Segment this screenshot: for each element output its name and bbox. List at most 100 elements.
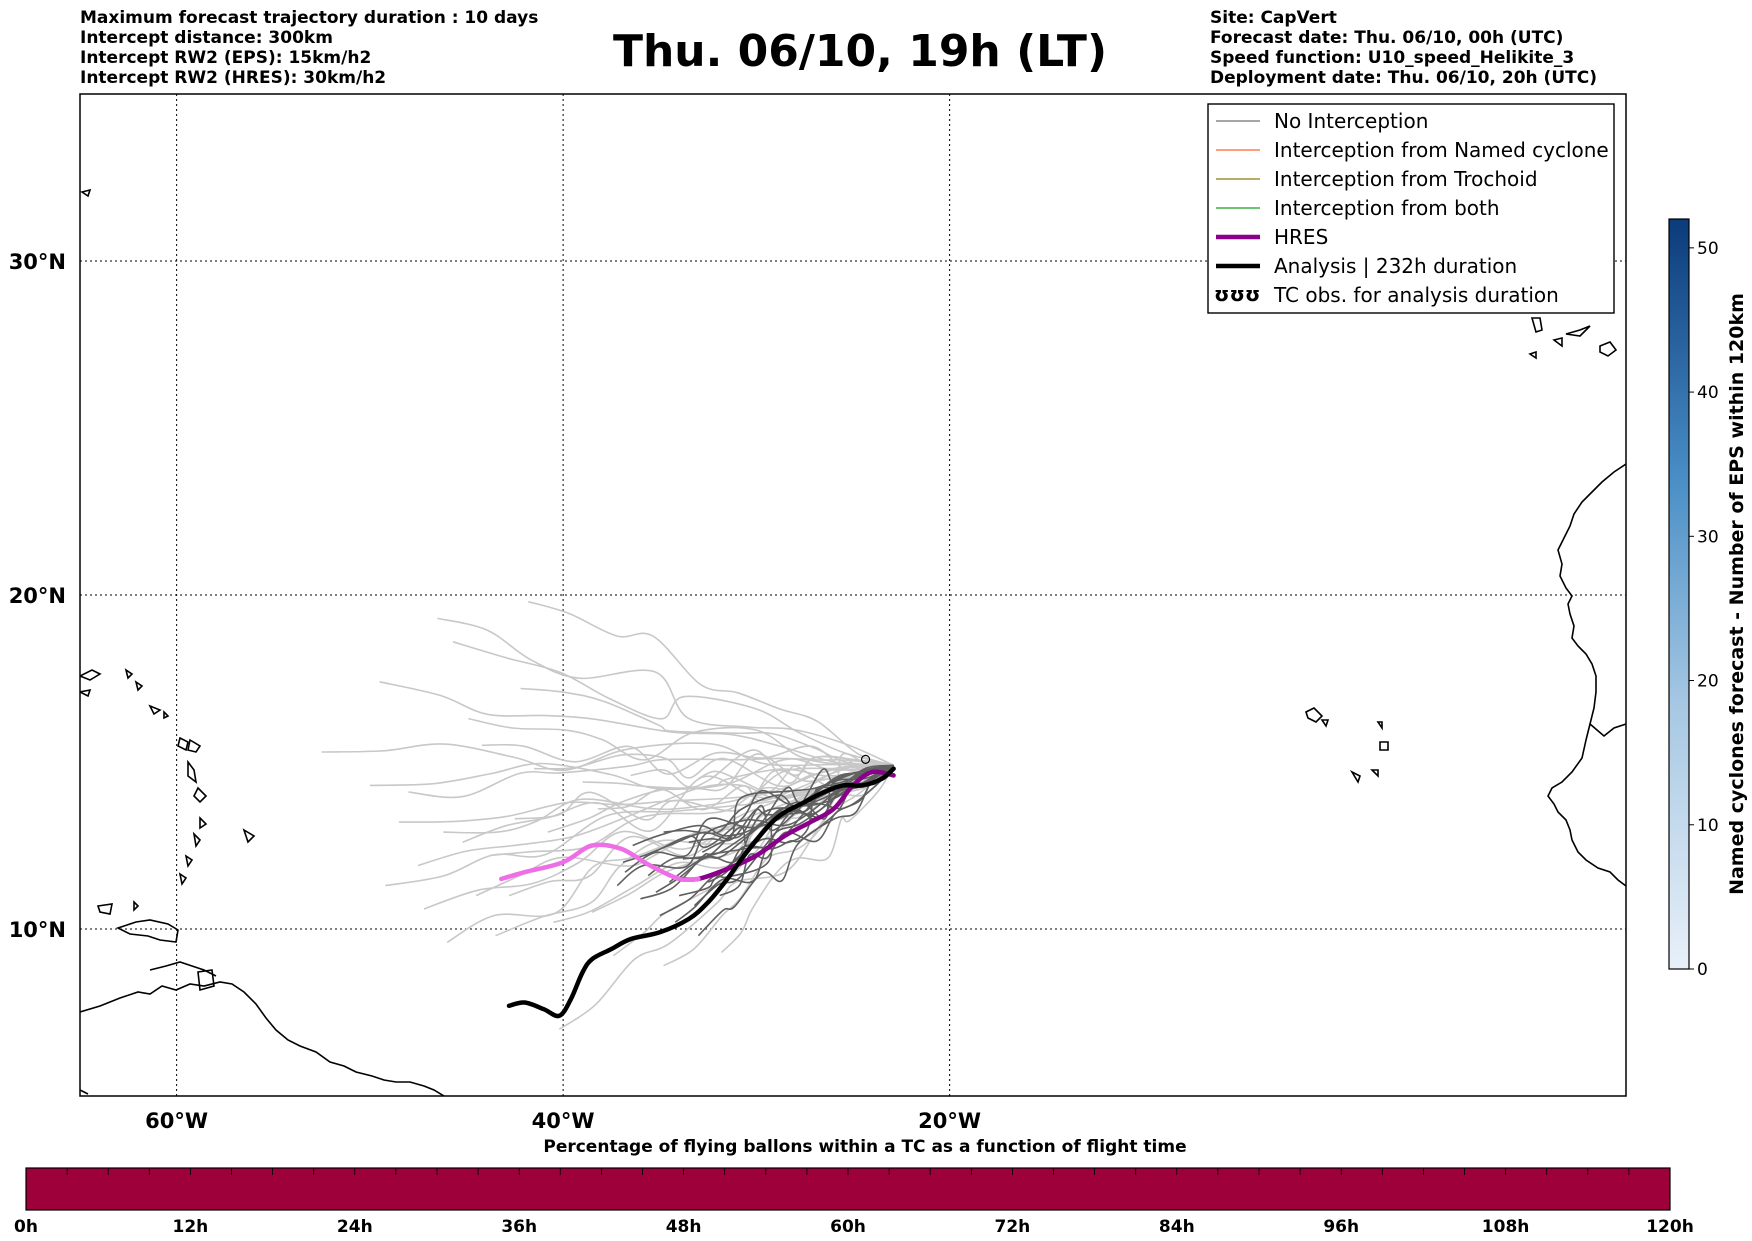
eps-trajectory xyxy=(437,617,894,767)
header-left-info: Maximum forecast trajectory duration : 1… xyxy=(80,8,538,88)
flight-time-tick-label: 36h xyxy=(501,1217,537,1237)
eps-trajectory xyxy=(468,717,894,767)
legend-label: TC obs. for analysis duration xyxy=(1273,283,1559,307)
longitude-labels: 60°W 40°W 20°W xyxy=(145,1109,981,1133)
eps-trajectory xyxy=(663,764,895,967)
coastline-trinidad xyxy=(197,969,215,992)
coastlines xyxy=(80,188,1626,1096)
coastline-south-america xyxy=(80,1089,89,1095)
eps-trajectory xyxy=(321,742,894,772)
legend-label: HRES xyxy=(1274,225,1328,249)
island xyxy=(1305,707,1324,723)
page-title: Thu. 06/10, 19h (LT) xyxy=(612,26,1108,77)
header-right-line: Forecast date: Thu. 06/10, 00h (UTC) xyxy=(1210,28,1564,48)
header-right-info: Site: CapVert Forecast date: Thu. 06/10,… xyxy=(1210,8,1597,88)
cyclone-colorbar-tick-label: 10 xyxy=(1697,816,1719,836)
hres-trajectory-far xyxy=(499,842,701,883)
legend-label: Interception from Trochoid xyxy=(1274,167,1538,191)
eps-trajectory xyxy=(663,764,894,835)
hres-trajectory xyxy=(499,769,896,883)
eps-trajectory xyxy=(534,753,894,788)
tc-obs-symbol: ʊʊʊ xyxy=(1214,282,1260,306)
eps-trajectory xyxy=(462,764,894,843)
legend-box xyxy=(1207,103,1615,314)
legend-label: Interception from both xyxy=(1274,196,1500,220)
cyclone-colorbar-tick-label: 50 xyxy=(1697,239,1719,259)
island xyxy=(134,680,144,692)
lat-tick-label: 30°N xyxy=(9,250,66,274)
island xyxy=(242,828,256,844)
cyclone-colorbar: 0 10 20 30 40 50 Named cyclones forecast - Nu… xyxy=(1668,218,1748,980)
analysis-trajectory xyxy=(506,766,896,1019)
eps-trajectory xyxy=(520,687,894,767)
island xyxy=(177,736,189,752)
eps-trajectory xyxy=(417,764,894,867)
cyclone-colorbar-tick-label: 40 xyxy=(1697,383,1719,403)
eps-trajectory xyxy=(369,758,894,791)
cyclone-colorbar-ticks: 0 10 20 30 40 50 xyxy=(1689,239,1719,980)
eps-trajectory xyxy=(698,752,894,793)
lon-tick-label: 20°W xyxy=(918,1109,981,1133)
island xyxy=(80,688,92,698)
eps-trajectory xyxy=(452,641,894,767)
legend-label: Analysis | 232h duration xyxy=(1274,254,1517,278)
flight-time-tick-label: 48h xyxy=(666,1217,702,1237)
island xyxy=(1565,325,1591,337)
header-right-line: Deployment date: Thu. 06/10, 20h (UTC) xyxy=(1210,68,1597,88)
flight-time-tick-label: 0h xyxy=(14,1217,38,1237)
island xyxy=(133,900,140,912)
cyclone-colorbar-label: Named cyclones forecast - Number of EPS … xyxy=(1726,293,1748,895)
flight-time-tick-label: 72h xyxy=(995,1217,1031,1237)
island xyxy=(163,710,170,720)
island xyxy=(178,872,188,887)
lat-tick-label: 20°N xyxy=(9,584,66,608)
eps-trajectory xyxy=(385,764,894,887)
island xyxy=(187,738,202,753)
header-left-line: Intercept distance: 300km xyxy=(80,28,333,48)
island xyxy=(1528,350,1537,360)
legend: No Interception Interception from Named c… xyxy=(1207,103,1615,314)
header-right-line: Speed function: U10_speed_Helikite_3 xyxy=(1210,48,1575,68)
island xyxy=(192,831,202,849)
island xyxy=(80,669,102,681)
flight-time-tick-label: 60h xyxy=(830,1217,866,1237)
flight-time-tick-label: 96h xyxy=(1323,1217,1359,1237)
coastline-south-america xyxy=(80,981,445,1096)
cyclone-colorbar-tick-label: 30 xyxy=(1697,527,1719,547)
lat-tick-label: 10°N xyxy=(9,918,66,942)
header-right-line: Site: CapVert xyxy=(1210,8,1337,28)
island xyxy=(124,668,134,680)
cyclone-colorbar-tick-label: 0 xyxy=(1697,960,1708,980)
island xyxy=(1376,721,1383,731)
flight-time-colorbar-title: Percentage of flying ballons within a TC… xyxy=(543,1137,1186,1157)
latitude-labels: 10°N 20°N 30°N xyxy=(9,250,66,942)
coastline-africa xyxy=(1547,463,1626,887)
eps-trajectory xyxy=(379,681,894,767)
map-frame xyxy=(79,93,1627,1097)
cyclone-colorbar-scale xyxy=(1668,218,1690,970)
flight-time-tick-label: 108h xyxy=(1482,1217,1530,1237)
header-left-line: Intercept RW2 (HRES): 30km/h2 xyxy=(80,68,387,88)
island xyxy=(1552,336,1563,348)
island xyxy=(1530,317,1543,334)
flight-time-tick-label: 12h xyxy=(173,1217,209,1237)
eps-trajectory xyxy=(632,764,894,847)
eps-trajectory xyxy=(408,757,894,799)
flight-time-tick-label: 120h xyxy=(1646,1217,1694,1237)
island xyxy=(1379,741,1389,751)
island xyxy=(184,854,194,869)
island xyxy=(80,188,92,198)
lon-tick-label: 60°W xyxy=(145,1109,208,1133)
island xyxy=(1349,770,1361,784)
island xyxy=(1370,769,1379,778)
legend-label: No Interception xyxy=(1274,109,1428,133)
eps-trajectory xyxy=(443,764,894,834)
flight-time-colorbar: Percentage of flying ballons within a TC… xyxy=(14,1137,1694,1237)
cyclone-colorbar-tick-label: 20 xyxy=(1697,672,1719,692)
hres-trajectory-near xyxy=(676,769,896,882)
flight-time-tick-label: 84h xyxy=(1159,1217,1195,1237)
legend-label: Interception from Named cyclone xyxy=(1274,138,1609,162)
island xyxy=(1599,341,1618,357)
coastline-africa xyxy=(1589,723,1626,738)
